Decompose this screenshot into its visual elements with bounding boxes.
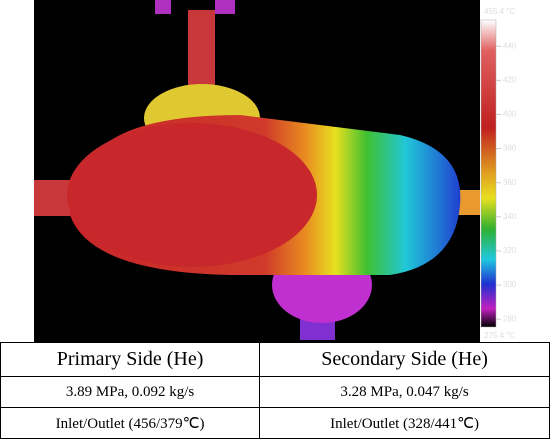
colorbar-max-label: 455.4 °C bbox=[484, 7, 515, 16]
colorbar-tick-label: 360 bbox=[503, 178, 517, 187]
header-cell: Secondary Side (He) bbox=[259, 342, 550, 377]
colorbar-tick-label: 320 bbox=[503, 246, 517, 255]
colorbar-tick-label: 280 bbox=[503, 314, 517, 323]
colorbar-min-label: 275.4 °C bbox=[484, 331, 515, 340]
thermal-image: 455.4 °C 275.4 °C 440 420 400 380 360 340 320 3… bbox=[34, 0, 517, 342]
colorbar-tick-label: 340 bbox=[503, 212, 517, 221]
cell: 3.89 MPa, 0.092 kg/s bbox=[0, 376, 261, 408]
colorbar bbox=[480, 19, 497, 328]
colorbar-tick-label: 440 bbox=[503, 41, 517, 50]
pipe bbox=[155, 0, 171, 14]
colorbar-tick-label: 300 bbox=[503, 280, 517, 289]
colorbar-tick-label: 420 bbox=[503, 75, 517, 84]
colorbar-tick-label: 380 bbox=[503, 144, 517, 153]
header-cell: Primary Side (He) bbox=[0, 342, 261, 377]
colorbar-tick-label: 400 bbox=[503, 110, 517, 119]
cell: Inlet/Outlet (456/379℃) bbox=[0, 407, 261, 439]
pipe bbox=[215, 0, 235, 14]
hot-zone bbox=[67, 123, 317, 267]
table: Primary Side (He) Secondary Side (He) 3.8… bbox=[0, 342, 550, 439]
cell: 3.28 MPa, 0.047 kg/s bbox=[259, 376, 550, 408]
cell: Inlet/Outlet (328/441℃) bbox=[259, 407, 550, 439]
